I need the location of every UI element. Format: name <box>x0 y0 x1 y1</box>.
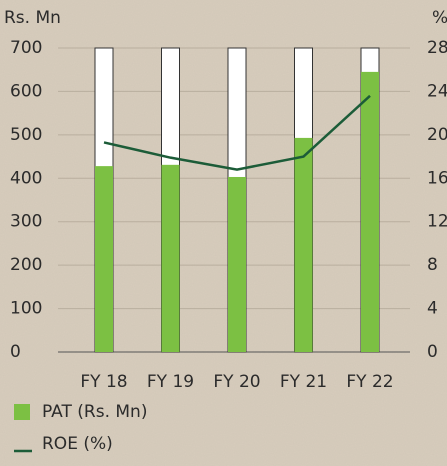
x-tick-label: FY 20 <box>213 372 260 392</box>
bar <box>294 137 313 352</box>
legend-label: PAT (Rs. Mn) <box>42 402 147 422</box>
bar <box>361 71 379 352</box>
x-tick-label: FY 18 <box>80 372 127 392</box>
y-tick-label: 300 <box>10 212 42 232</box>
y2-tick-label: 24 <box>427 81 447 101</box>
y-tick-label: 700 <box>10 38 42 58</box>
y-tick-label: 200 <box>10 255 42 275</box>
line <box>103 94 371 171</box>
x-tick-label: FY 19 <box>147 372 194 392</box>
y-tick-label: 100 <box>10 299 42 319</box>
y-tick-label: 500 <box>10 125 42 145</box>
y2-tick-label: 8 <box>427 255 438 275</box>
y2-tick-label: 16 <box>427 168 447 188</box>
bar <box>161 164 180 352</box>
y2-tick-label: 20 <box>427 125 447 145</box>
y2-tick-label: 28 <box>427 38 447 58</box>
y-tick-label: 0 <box>10 342 21 362</box>
y2-tick-label: 12 <box>427 212 447 232</box>
y-tick-label: 400 <box>10 168 42 188</box>
legend-swatch <box>14 404 30 420</box>
y2-tick-label: 0 <box>427 342 438 362</box>
bar <box>95 166 113 352</box>
legend-label: ROE (%) <box>42 434 113 454</box>
bar <box>228 176 246 352</box>
y-tick-label: 600 <box>10 81 42 101</box>
y-axis-label: Rs. Mn <box>4 8 61 28</box>
x-tick-label: FY 21 <box>280 372 327 392</box>
y2-tick-label: 4 <box>427 299 438 319</box>
x-tick-label: FY 22 <box>346 372 393 392</box>
y2-axis-label: % <box>432 8 447 28</box>
